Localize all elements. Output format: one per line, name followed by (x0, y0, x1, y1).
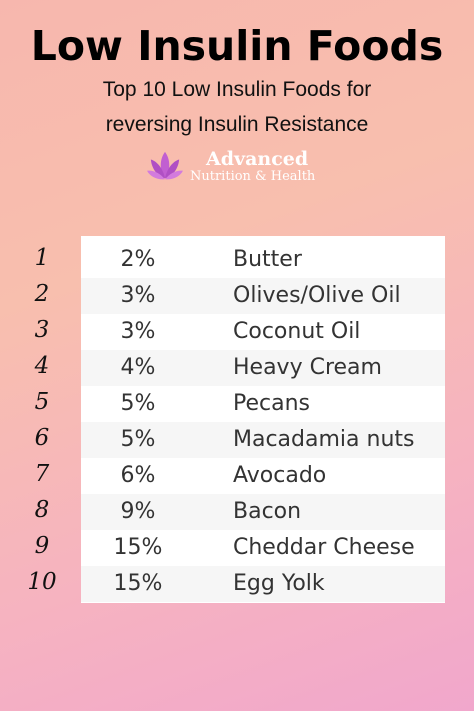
page-title: Low Insulin Foods (30, 22, 444, 70)
rank-number: 4 (34, 353, 50, 379)
insulin-percent: 15% (113, 535, 163, 560)
insulin-percent: 15% (113, 571, 163, 596)
table-row: 6% Avocado (81, 458, 445, 494)
rank-number: 1 (34, 245, 50, 271)
insulin-percent: 3% (120, 283, 156, 308)
insulin-percent: 5% (120, 427, 156, 452)
food-name: Heavy Cream (233, 355, 382, 380)
table-row: 5% Pecans (81, 386, 445, 422)
insulin-percent: 5% (120, 391, 156, 416)
table-row: 9% Bacon (81, 494, 445, 530)
table-row: 2% Butter (81, 242, 445, 278)
lotus-icon (147, 151, 183, 180)
brand-logo: Advanced Nutrition & Health (146, 148, 346, 188)
logo-text-advanced: Advanced (206, 148, 309, 170)
insulin-percent: 3% (120, 319, 156, 344)
food-name: Bacon (233, 499, 302, 524)
insulin-percent: 4% (120, 355, 156, 380)
rank-column: 1 2 3 4 5 6 7 8 9 10 (22, 240, 62, 600)
food-name: Egg Yolk (233, 571, 325, 596)
food-name: Avocado (233, 463, 327, 488)
table-row: 3% Olives/Olive Oil (81, 278, 445, 314)
table-row: 4% Heavy Cream (81, 350, 445, 386)
insulin-percent: 2% (120, 247, 156, 272)
food-name: Macadamia nuts (233, 427, 415, 452)
food-name: Cheddar Cheese (233, 535, 415, 560)
rank-number: 6 (34, 425, 50, 451)
subtitle-line-1: Top 10 Low Insulin Foods for (102, 78, 372, 101)
table-row: 5% Macadamia nuts (81, 422, 445, 458)
logo-text-nutrition-health: Nutrition & Health (190, 169, 316, 184)
rank-number: 2 (34, 281, 50, 307)
rank-number: 7 (34, 461, 50, 487)
food-name: Pecans (233, 391, 310, 416)
food-name: Butter (233, 247, 302, 272)
rank-number: 3 (34, 317, 50, 343)
food-name: Coconut Oil (233, 319, 361, 344)
insulin-percent: 9% (120, 499, 156, 524)
rank-number: 9 (34, 533, 50, 559)
rank-number: 10 (27, 569, 57, 595)
table-row: 15% Egg Yolk (81, 566, 445, 602)
insulin-percent: 6% (120, 463, 156, 488)
subtitle-line-2: reversing Insulin Resistance (105, 113, 369, 136)
table-row: 15% Cheddar Cheese (81, 530, 445, 566)
rank-number: 5 (34, 389, 50, 415)
rank-number: 8 (34, 497, 50, 523)
foods-table: 2% Butter 3% Olives/Olive Oil 3% Coconut… (81, 236, 445, 603)
food-name: Olives/Olive Oil (233, 283, 401, 308)
table-row: 3% Coconut Oil (81, 314, 445, 350)
